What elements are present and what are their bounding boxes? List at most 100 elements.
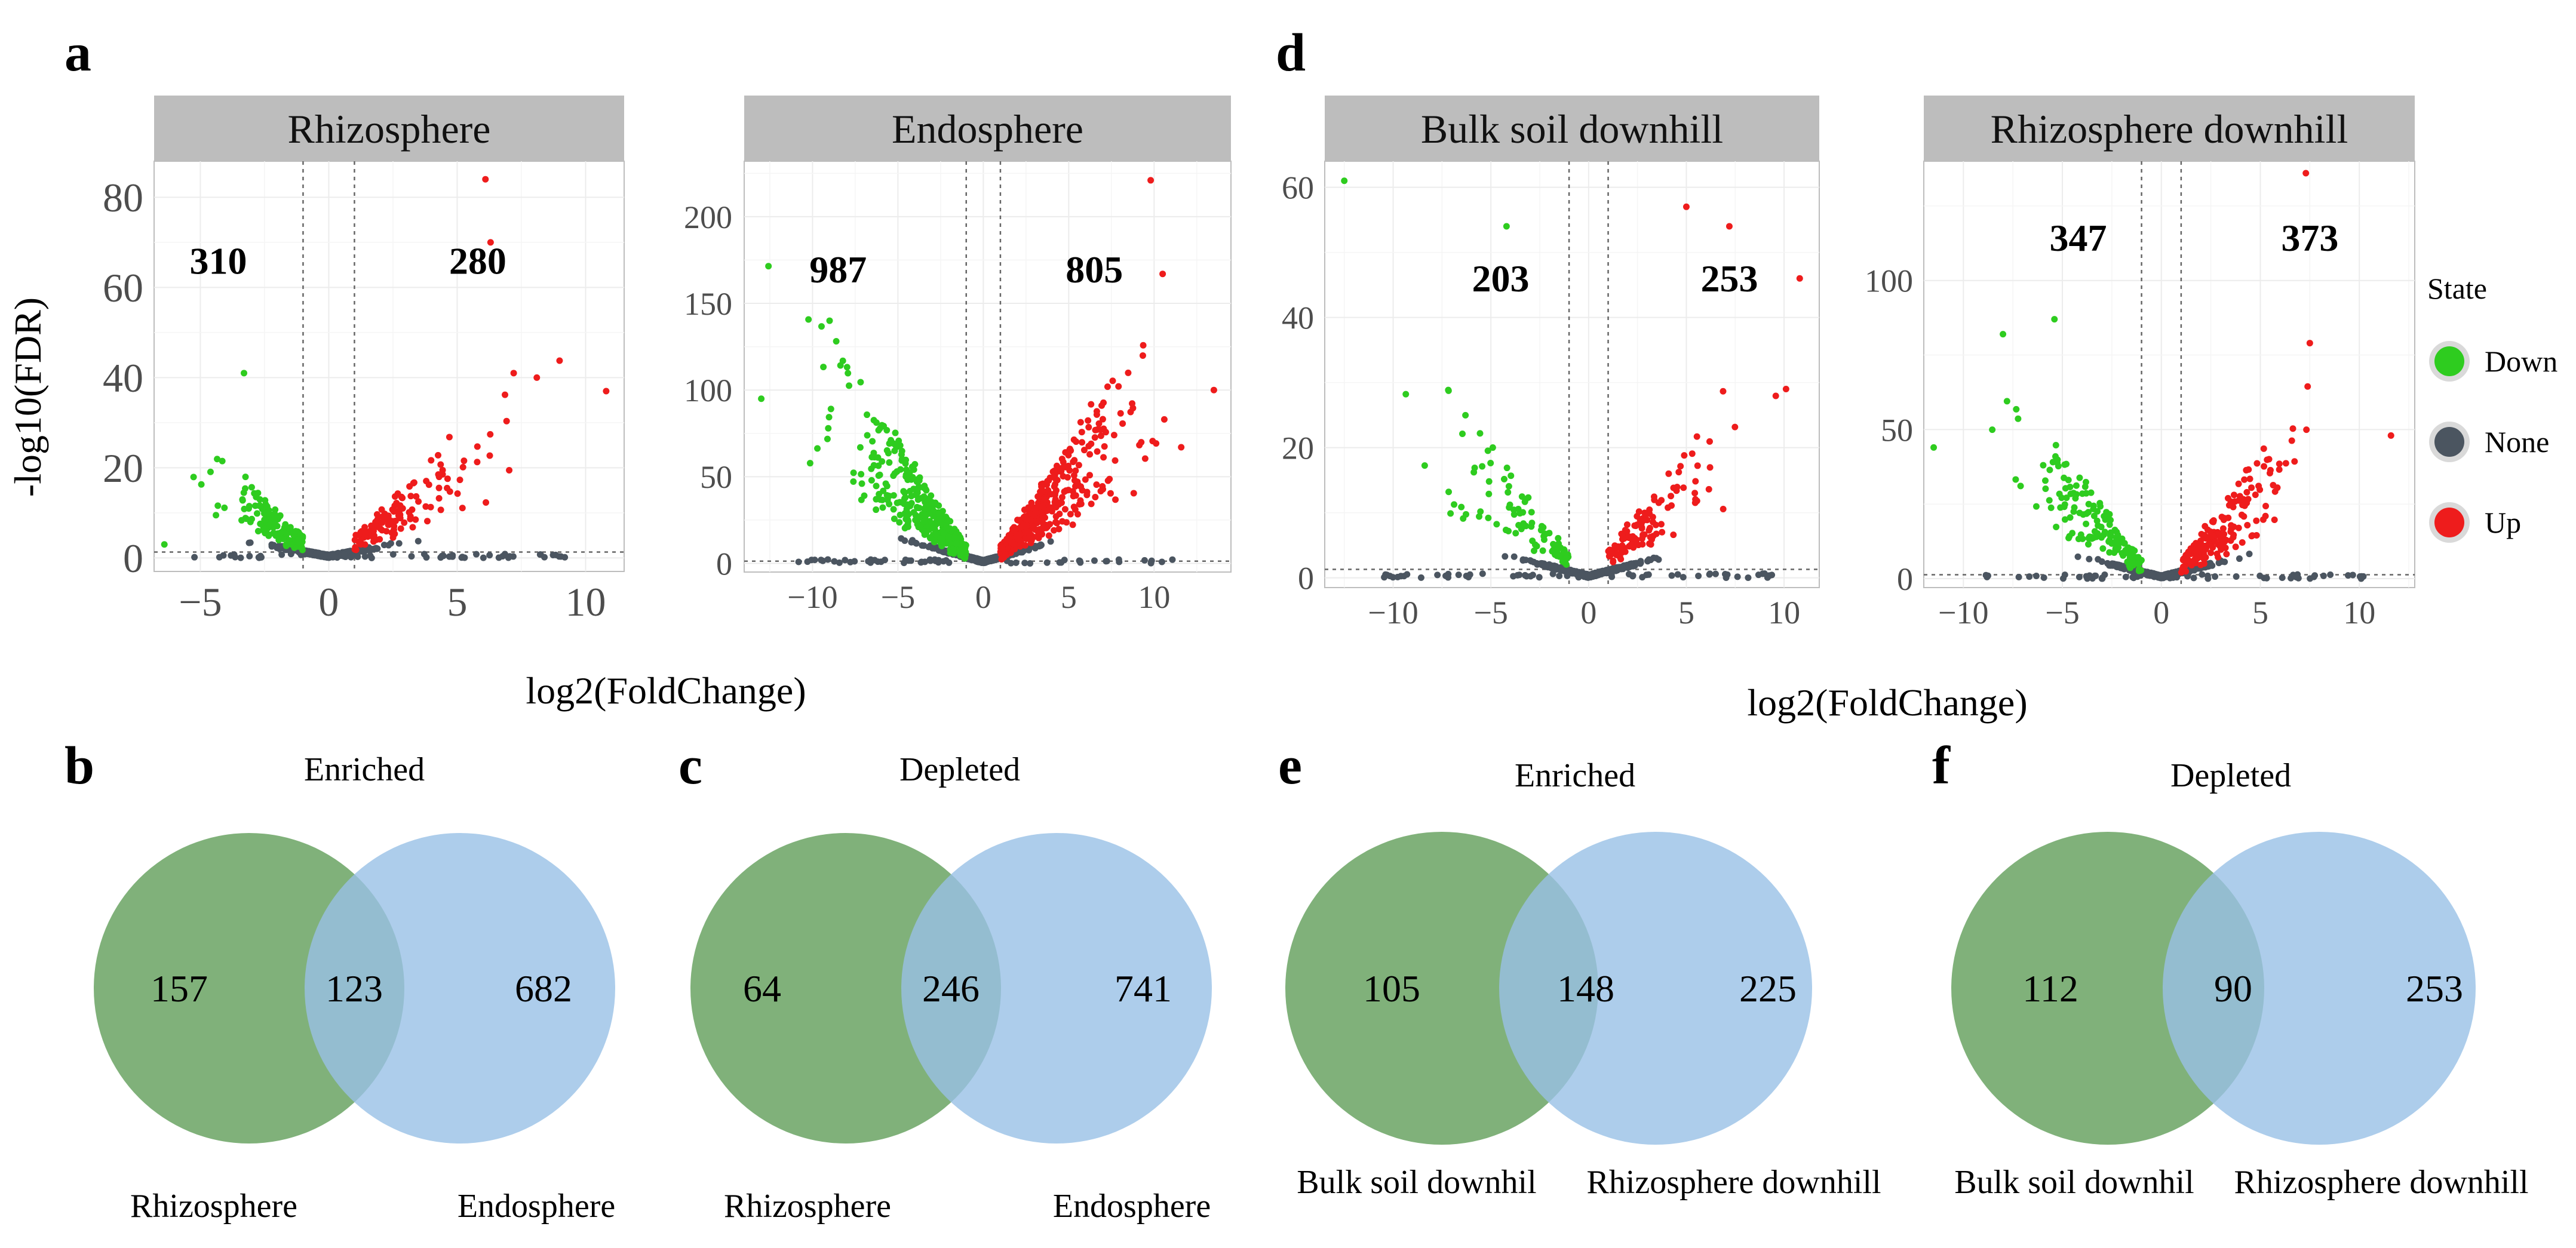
data-point — [1520, 520, 1527, 527]
data-point — [2244, 521, 2251, 528]
data-point — [2387, 432, 2394, 439]
x-tick-label: 10 — [2343, 595, 2375, 631]
x-tick-label: −10 — [1368, 595, 1418, 631]
data-point — [437, 461, 444, 468]
data-point — [263, 503, 271, 510]
data-point — [510, 370, 517, 377]
data-point — [1637, 560, 1644, 567]
data-point — [910, 466, 917, 473]
data-point — [2221, 515, 2228, 522]
data-point — [2302, 170, 2310, 177]
venn-count-overlap: 123 — [326, 967, 383, 1010]
data-point — [2219, 525, 2227, 532]
data-point — [2223, 551, 2230, 558]
data-point — [410, 479, 417, 486]
data-point — [1493, 521, 1500, 528]
data-point — [1103, 558, 1110, 565]
data-point — [242, 474, 249, 481]
data-point — [2262, 502, 2270, 509]
data-point — [2072, 495, 2079, 502]
data-point — [842, 557, 849, 564]
data-point — [857, 379, 864, 386]
data-point — [1465, 574, 1472, 581]
data-point — [1421, 462, 1428, 469]
points — [1930, 170, 2394, 582]
data-point — [1694, 462, 1701, 469]
data-point — [374, 545, 381, 552]
points — [1341, 177, 1803, 581]
x-tick-label: 0 — [318, 579, 339, 625]
data-point — [876, 490, 883, 497]
data-point — [1510, 506, 1517, 514]
data-point — [847, 558, 854, 565]
data-point — [2083, 490, 2090, 497]
data-point — [1052, 518, 1060, 525]
data-point — [1061, 506, 1069, 513]
data-point — [1634, 513, 1641, 520]
data-point — [825, 425, 832, 432]
data-point — [1445, 488, 1453, 496]
data-point — [1651, 493, 1658, 500]
facet-strip — [744, 96, 1231, 161]
data-point — [2288, 437, 2295, 444]
data-point — [1487, 459, 1494, 466]
data-point — [435, 495, 443, 502]
data-point — [2227, 528, 2234, 536]
data-point — [1556, 572, 1563, 579]
data-point — [1695, 572, 1702, 579]
data-point — [2190, 574, 2197, 582]
data-point — [1451, 501, 1458, 508]
data-point — [2200, 560, 2207, 567]
data-point — [2121, 540, 2128, 547]
data-point — [1060, 459, 1067, 466]
data-point — [1516, 571, 1523, 579]
count-label: 310 — [190, 240, 247, 282]
data-point — [886, 440, 893, 447]
data-point — [908, 500, 915, 507]
data-point — [287, 551, 294, 558]
data-point — [765, 263, 772, 270]
data-point — [2246, 475, 2253, 482]
venn-circle-right — [2163, 832, 2476, 1145]
data-point — [2061, 516, 2068, 523]
data-point — [1623, 521, 1631, 528]
data-point — [896, 519, 903, 526]
data-point — [412, 516, 419, 523]
data-point — [486, 552, 493, 559]
data-point — [389, 551, 397, 558]
data-point — [472, 551, 480, 558]
data-point — [1648, 536, 1656, 543]
data-point — [1083, 491, 1091, 499]
data-point — [1094, 448, 1101, 455]
venn-set-label-right: Rhizosphere downhill — [2234, 1164, 2528, 1201]
data-point — [1459, 431, 1466, 438]
data-point — [920, 493, 928, 500]
data-point — [1039, 531, 1046, 538]
data-point — [946, 539, 953, 546]
data-point — [1706, 571, 1713, 578]
y-tick-label: 0 — [123, 536, 143, 581]
data-point — [1106, 475, 1113, 482]
data-point — [912, 517, 919, 524]
data-point — [373, 511, 380, 518]
data-point — [1530, 558, 1537, 565]
data-point — [2228, 522, 2235, 529]
data-point — [1045, 487, 1052, 494]
data-point — [2099, 545, 2107, 552]
data-point — [2303, 426, 2310, 434]
data-point — [1039, 519, 1046, 526]
data-point — [401, 519, 408, 526]
data-point — [334, 554, 341, 561]
data-point — [2222, 544, 2229, 551]
data-point — [1109, 377, 1116, 385]
data-point — [1652, 521, 1659, 528]
data-point — [2193, 540, 2200, 547]
data-point — [1712, 570, 1719, 577]
data-point — [487, 431, 494, 438]
data-point — [2208, 533, 2215, 540]
data-point — [1098, 402, 1106, 409]
data-point — [2063, 460, 2070, 468]
data-point — [298, 544, 305, 551]
data-point — [2282, 460, 2289, 467]
